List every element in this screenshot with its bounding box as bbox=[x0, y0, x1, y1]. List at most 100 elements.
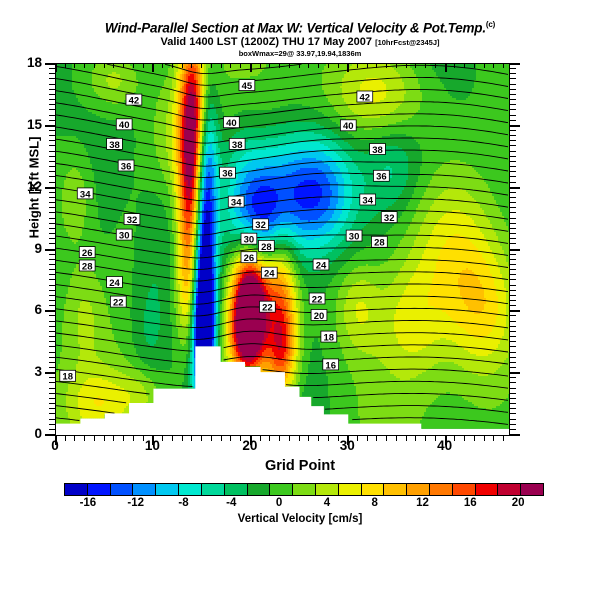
colorbar-segment bbox=[474, 484, 498, 495]
contour-label: 28 bbox=[371, 235, 388, 249]
axis-tick bbox=[240, 63, 242, 68]
axis-tick bbox=[201, 435, 203, 441]
axis-tick bbox=[49, 171, 55, 173]
axis-tick bbox=[509, 423, 516, 425]
axis-tick bbox=[49, 253, 55, 255]
axis-tick bbox=[49, 258, 55, 260]
axis-tick bbox=[45, 372, 55, 375]
axis-tick bbox=[49, 382, 55, 384]
axis-tick bbox=[49, 140, 55, 142]
axis-tick bbox=[444, 435, 447, 445]
title-superscript: (c) bbox=[486, 20, 495, 29]
axis-tick bbox=[113, 63, 115, 68]
axis-tick bbox=[509, 212, 516, 214]
axis-tick bbox=[49, 78, 55, 80]
y-tick-label: 0 bbox=[34, 427, 42, 441]
axis-tick bbox=[162, 435, 164, 441]
axis-tick bbox=[55, 435, 57, 445]
axis-tick bbox=[509, 109, 516, 111]
colorbar-segment bbox=[497, 484, 521, 495]
contour-label: 26 bbox=[78, 246, 96, 259]
axis-tick bbox=[337, 63, 339, 68]
axis-tick bbox=[49, 397, 55, 399]
x-tick-label: 40 bbox=[425, 438, 465, 453]
axis-tick bbox=[509, 258, 516, 260]
axis-tick bbox=[49, 222, 55, 224]
axis-tick bbox=[509, 367, 516, 368]
axis-tick bbox=[395, 63, 397, 68]
axis-tick bbox=[509, 361, 516, 363]
contour-label: 30 bbox=[240, 232, 258, 246]
axis-tick bbox=[49, 428, 55, 430]
colorbar-segment bbox=[86, 484, 110, 495]
contour-label: 22 bbox=[110, 295, 127, 309]
axis-tick bbox=[509, 392, 516, 394]
axis-tick bbox=[49, 166, 55, 168]
axis-tick bbox=[45, 248, 55, 251]
colorbar-tick-label: -4 bbox=[211, 497, 251, 509]
axis-tick bbox=[181, 435, 183, 441]
axis-tick bbox=[454, 435, 456, 441]
axis-tick bbox=[171, 435, 173, 441]
axis-tick bbox=[509, 63, 520, 65]
axis-tick bbox=[142, 435, 144, 441]
axis-tick bbox=[509, 418, 516, 420]
contour-label: 42 bbox=[125, 93, 143, 107]
contour-label: 24 bbox=[106, 276, 123, 289]
axis-tick bbox=[279, 63, 281, 68]
axis-tick bbox=[357, 63, 358, 68]
axis-tick bbox=[509, 320, 516, 322]
axis-tick bbox=[509, 93, 516, 95]
colorbar-tick-label: 12 bbox=[403, 497, 443, 509]
axis-tick bbox=[269, 63, 271, 68]
axis-tick bbox=[49, 68, 55, 70]
contour-label: 26 bbox=[240, 251, 258, 264]
axis-tick bbox=[49, 145, 55, 147]
axis-tick bbox=[509, 140, 516, 142]
axis-tick bbox=[509, 217, 516, 219]
axis-tick bbox=[509, 351, 516, 353]
contour-label: 40 bbox=[339, 119, 357, 132]
colorbar-tick-label: 16 bbox=[450, 497, 490, 509]
axis-tick bbox=[509, 124, 520, 127]
axis-tick bbox=[509, 356, 516, 358]
contour-label: 36 bbox=[373, 169, 390, 183]
axis-tick bbox=[123, 435, 125, 441]
axis-tick bbox=[45, 434, 55, 436]
axis-tick bbox=[64, 63, 66, 68]
axis-tick bbox=[49, 330, 55, 332]
axis-tick bbox=[49, 367, 55, 368]
plot-area: 42 40 38 36 34 32 30 26 28 24 22 18 45 40 38 36 34 32 30 28… bbox=[55, 63, 510, 436]
axis-tick bbox=[395, 435, 397, 441]
axis-tick bbox=[509, 145, 516, 147]
axis-tick bbox=[509, 166, 516, 168]
colorbar bbox=[64, 483, 544, 496]
axis-tick bbox=[49, 238, 55, 240]
axis-tick bbox=[55, 63, 57, 72]
axis-tick bbox=[249, 63, 252, 72]
axis-tick bbox=[288, 435, 290, 441]
contour-label: 40 bbox=[223, 116, 240, 129]
contour-label: 32 bbox=[380, 211, 398, 224]
axis-tick bbox=[103, 63, 105, 68]
axis-tick bbox=[49, 305, 55, 307]
axis-tick bbox=[509, 274, 516, 276]
axis-tick bbox=[84, 435, 86, 441]
axis-tick bbox=[366, 63, 368, 68]
contour-label: 18 bbox=[320, 330, 338, 344]
axis-tick bbox=[49, 263, 55, 265]
contour-label: 28 bbox=[78, 259, 96, 272]
axis-tick bbox=[49, 99, 55, 101]
colorbar-segment bbox=[132, 484, 156, 495]
axis-tick bbox=[49, 377, 55, 379]
colorbar-segment bbox=[178, 484, 201, 495]
axis-tick bbox=[220, 63, 222, 68]
axis-tick bbox=[509, 155, 516, 157]
axis-tick bbox=[49, 176, 55, 178]
axis-tick bbox=[318, 63, 320, 68]
axis-tick bbox=[509, 377, 516, 379]
axis-tick bbox=[49, 243, 55, 245]
axis-tick bbox=[347, 63, 350, 72]
axis-tick bbox=[93, 435, 95, 441]
axis-tick bbox=[509, 150, 516, 152]
